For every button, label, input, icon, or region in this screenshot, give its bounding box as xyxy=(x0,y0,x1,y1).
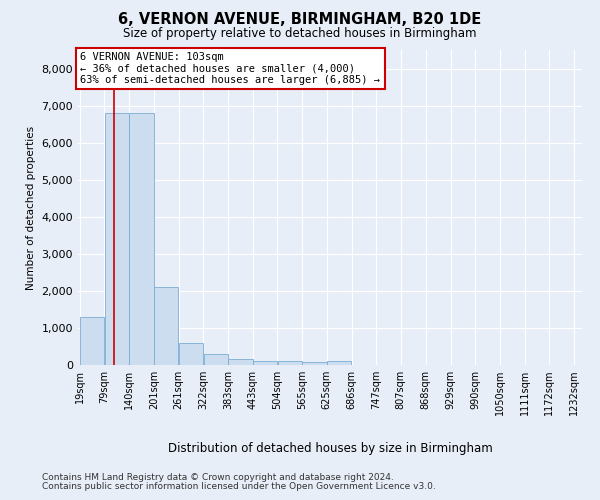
Bar xyxy=(130,113,154,365)
Text: Contains public sector information licensed under the Open Government Licence v3: Contains public sector information licen… xyxy=(42,482,436,491)
Bar xyxy=(302,362,326,365)
Bar xyxy=(229,360,253,365)
Text: 6, VERNON AVENUE, BIRMINGHAM, B20 1DE: 6, VERNON AVENUE, BIRMINGHAM, B20 1DE xyxy=(118,12,482,28)
Text: Size of property relative to detached houses in Birmingham: Size of property relative to detached ho… xyxy=(123,28,477,40)
Text: Contains HM Land Registry data © Crown copyright and database right 2024.: Contains HM Land Registry data © Crown c… xyxy=(42,474,394,482)
Y-axis label: Number of detached properties: Number of detached properties xyxy=(26,126,36,290)
Bar xyxy=(253,362,277,365)
Bar xyxy=(179,343,203,365)
Bar xyxy=(154,287,178,365)
Text: 6 VERNON AVENUE: 103sqm
← 36% of detached houses are smaller (4,000)
63% of semi: 6 VERNON AVENUE: 103sqm ← 36% of detache… xyxy=(80,52,380,85)
Bar xyxy=(104,113,129,365)
Bar xyxy=(80,317,104,365)
Text: Distribution of detached houses by size in Birmingham: Distribution of detached houses by size … xyxy=(167,442,493,455)
Bar xyxy=(327,362,352,365)
Bar xyxy=(203,354,228,365)
Bar xyxy=(278,362,302,365)
